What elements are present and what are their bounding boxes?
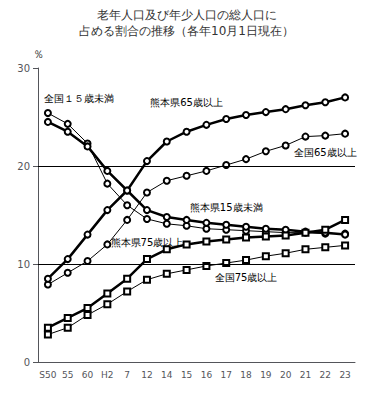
svg-text:15: 15 (181, 370, 192, 380)
svg-text:16: 16 (201, 370, 213, 380)
svg-text:熊本県15歳未満: 熊本県15歳未満 (190, 202, 263, 213)
svg-text:10: 10 (17, 259, 30, 270)
svg-text:18: 18 (240, 370, 252, 380)
svg-text:％: ％ (33, 48, 44, 61)
svg-text:占める割合の推移（各年10月1日現在）: 占める割合の推移（各年10月1日現在） (79, 24, 294, 38)
svg-text:0: 0 (24, 357, 30, 368)
svg-text:全国65歳以上: 全国65歳以上 (294, 147, 357, 158)
svg-text:7: 7 (124, 370, 130, 380)
svg-text:20: 20 (17, 161, 30, 172)
svg-text:23: 23 (339, 370, 350, 380)
svg-text:熊本県75歳以上: 熊本県75歳以上 (111, 237, 184, 248)
svg-text:17: 17 (220, 370, 231, 380)
svg-text:熊本県65歳以上: 熊本県65歳以上 (150, 97, 223, 108)
svg-text:19: 19 (260, 370, 272, 380)
svg-text:22: 22 (320, 370, 331, 380)
svg-text:S50: S50 (39, 370, 56, 380)
svg-text:14: 14 (161, 370, 173, 380)
svg-text:60: 60 (82, 370, 94, 380)
svg-text:12: 12 (141, 370, 152, 380)
svg-text:20: 20 (280, 370, 292, 380)
svg-text:全国75歳以上: 全国75歳以上 (215, 272, 278, 283)
svg-text:老年人口及び年少人口の総人口に: 老年人口及び年少人口の総人口に (97, 8, 277, 22)
svg-text:55: 55 (62, 370, 73, 380)
svg-text:30: 30 (17, 63, 30, 74)
svg-text:全国１５歳未満: 全国１５歳未満 (44, 93, 114, 104)
svg-text:H2: H2 (101, 370, 114, 380)
svg-text:21: 21 (300, 370, 311, 380)
